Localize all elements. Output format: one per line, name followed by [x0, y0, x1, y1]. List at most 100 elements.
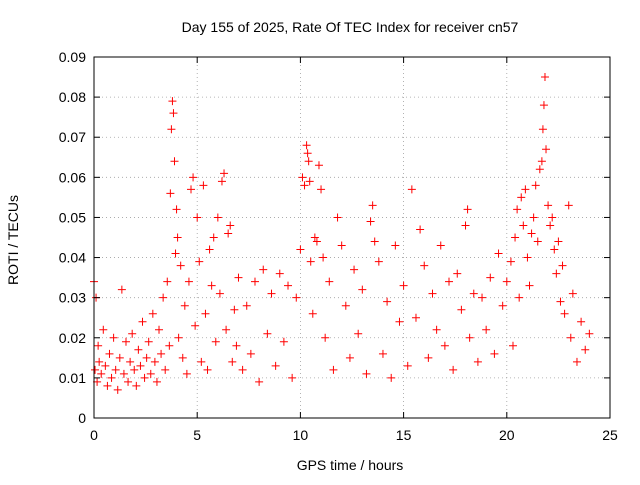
- data-point: [288, 373, 297, 382]
- data-point: [168, 97, 177, 106]
- data-point: [176, 261, 185, 270]
- data-point: [306, 257, 315, 266]
- data-point: [457, 305, 466, 314]
- data-point: [550, 245, 559, 254]
- y-tick-label: 0.02: [59, 330, 86, 346]
- data-point: [101, 361, 110, 370]
- points-layer: [90, 73, 594, 394]
- y-tick-label: 0.01: [59, 370, 86, 386]
- data-point: [119, 369, 128, 378]
- data-point: [193, 213, 202, 222]
- data-point: [107, 373, 116, 382]
- y-axis-label: ROTI / TECUs: [5, 195, 21, 285]
- data-point: [546, 221, 555, 230]
- data-point: [140, 373, 149, 382]
- ticks-layer: 0 5 10 15 20 25 0 0.01 0.02 0.03 0.04 0.05 0.06 0.07 0…: [59, 49, 618, 443]
- data-point: [428, 289, 437, 298]
- data-point: [350, 265, 359, 274]
- data-point: [445, 277, 454, 286]
- data-point: [189, 173, 198, 182]
- data-point: [498, 301, 507, 310]
- y-tick-label: 0.03: [59, 290, 86, 306]
- data-point: [544, 201, 553, 210]
- data-point: [263, 329, 272, 338]
- data-point: [581, 345, 590, 354]
- data-point: [144, 337, 153, 346]
- data-point: [337, 241, 346, 250]
- data-point: [292, 293, 301, 302]
- data-point: [506, 257, 515, 266]
- data-point: [523, 253, 532, 262]
- data-point: [554, 237, 563, 246]
- data-point: [494, 249, 503, 258]
- data-point: [163, 277, 172, 286]
- x-tick-label: 5: [193, 427, 201, 443]
- data-point: [525, 281, 534, 290]
- data-point: [275, 269, 284, 278]
- data-point: [463, 205, 472, 214]
- data-point: [142, 353, 151, 362]
- data-point: [537, 157, 546, 166]
- data-point: [465, 333, 474, 342]
- data-point: [535, 165, 544, 174]
- data-point: [416, 225, 425, 234]
- data-point: [230, 305, 239, 314]
- data-point: [207, 281, 216, 290]
- y-tick-label: 0.09: [59, 49, 86, 65]
- data-point: [171, 249, 180, 258]
- data-point: [374, 257, 383, 266]
- data-point: [521, 185, 530, 194]
- data-point: [103, 381, 112, 390]
- data-point: [531, 181, 540, 190]
- data-point: [533, 237, 542, 246]
- data-point: [482, 325, 491, 334]
- data-point: [184, 277, 193, 286]
- data-point: [298, 173, 307, 182]
- x-tick-label: 10: [293, 427, 309, 443]
- data-point: [187, 185, 196, 194]
- data-point: [124, 377, 133, 386]
- data-point: [170, 157, 179, 166]
- data-point: [95, 357, 104, 366]
- data-point: [366, 217, 375, 226]
- data-point: [232, 341, 241, 350]
- data-point: [566, 333, 575, 342]
- data-point: [300, 181, 309, 190]
- data-point: [469, 289, 478, 298]
- x-tick-label: 0: [90, 427, 98, 443]
- data-point: [478, 293, 487, 302]
- data-point: [296, 245, 305, 254]
- data-point: [564, 201, 573, 210]
- data-point: [502, 277, 511, 286]
- data-point: [250, 277, 259, 286]
- data-point: [172, 205, 181, 214]
- data-point: [368, 201, 377, 210]
- data-point: [302, 141, 311, 150]
- data-point: [552, 269, 561, 278]
- data-point: [117, 285, 126, 294]
- data-point: [558, 261, 567, 270]
- data-point: [136, 361, 145, 370]
- data-point: [568, 289, 577, 298]
- data-point: [403, 361, 412, 370]
- data-point: [279, 337, 288, 346]
- data-point: [255, 377, 264, 386]
- data-point: [180, 301, 189, 310]
- data-point: [220, 169, 229, 178]
- data-point: [238, 365, 247, 374]
- x-tick-label: 25: [602, 427, 618, 443]
- data-point: [195, 257, 204, 266]
- data-point: [91, 365, 100, 374]
- data-point: [161, 365, 170, 374]
- data-point: [109, 333, 118, 342]
- data-point: [199, 181, 208, 190]
- data-point: [354, 329, 363, 338]
- data-point: [370, 237, 379, 246]
- data-point: [138, 317, 147, 326]
- data-point: [362, 369, 371, 378]
- data-point: [159, 293, 168, 302]
- data-point: [540, 73, 549, 82]
- grid-layer: [94, 57, 610, 418]
- data-point: [222, 325, 231, 334]
